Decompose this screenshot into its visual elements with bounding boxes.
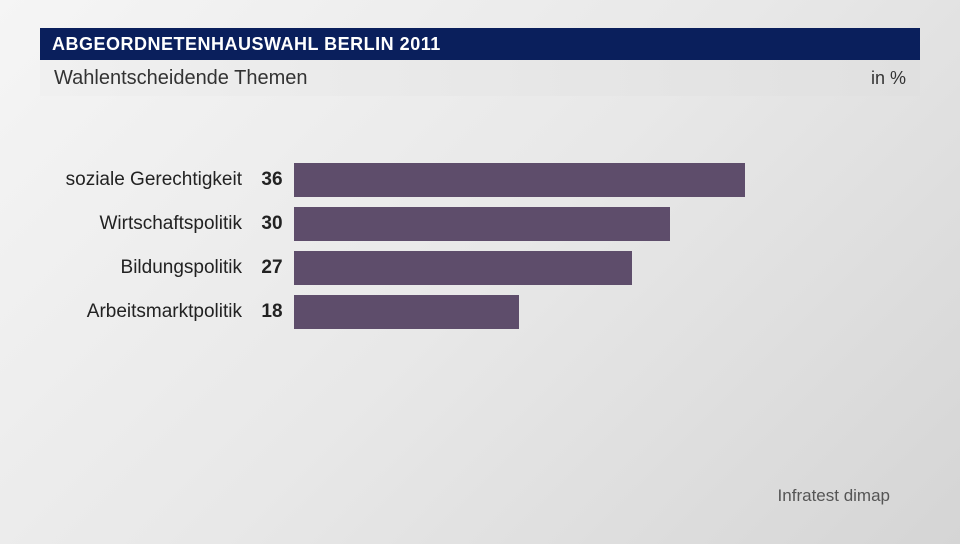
bar-fill bbox=[294, 207, 670, 241]
bar-container bbox=[294, 163, 920, 197]
bar-row: soziale Gerechtigkeit 36 bbox=[40, 160, 920, 200]
bar-container bbox=[294, 251, 920, 285]
subheader: Wahlentscheidende Themen in % bbox=[40, 60, 920, 96]
bar-value: 18 bbox=[250, 301, 294, 323]
bar-row: Arbeitsmarktpolitik 18 bbox=[40, 292, 920, 332]
subheader-title: Wahlentscheidende Themen bbox=[54, 67, 308, 90]
chart-area: soziale Gerechtigkeit 36 Wirtschaftspoli… bbox=[40, 160, 920, 336]
header-title: ABGEORDNETENHAUSWAHL BERLIN 2011 bbox=[52, 34, 441, 55]
bar-container bbox=[294, 207, 920, 241]
bar-fill bbox=[294, 163, 745, 197]
source-attribution: Infratest dimap bbox=[778, 486, 890, 506]
bar-container bbox=[294, 295, 920, 329]
bar-label: Bildungspolitik bbox=[40, 257, 250, 279]
subheader-unit: in % bbox=[871, 68, 906, 89]
bar-row: Wirtschaftspolitik 30 bbox=[40, 204, 920, 244]
bar-fill bbox=[294, 295, 519, 329]
bar-value: 36 bbox=[250, 169, 294, 191]
header-bar: ABGEORDNETENHAUSWAHL BERLIN 2011 bbox=[40, 28, 920, 60]
bar-fill bbox=[294, 251, 632, 285]
bar-value: 27 bbox=[250, 257, 294, 279]
bar-row: Bildungspolitik 27 bbox=[40, 248, 920, 288]
bar-value: 30 bbox=[250, 213, 294, 235]
bar-label: Arbeitsmarktpolitik bbox=[40, 301, 250, 323]
bar-label: Wirtschaftspolitik bbox=[40, 213, 250, 235]
bar-label: soziale Gerechtigkeit bbox=[40, 169, 250, 191]
